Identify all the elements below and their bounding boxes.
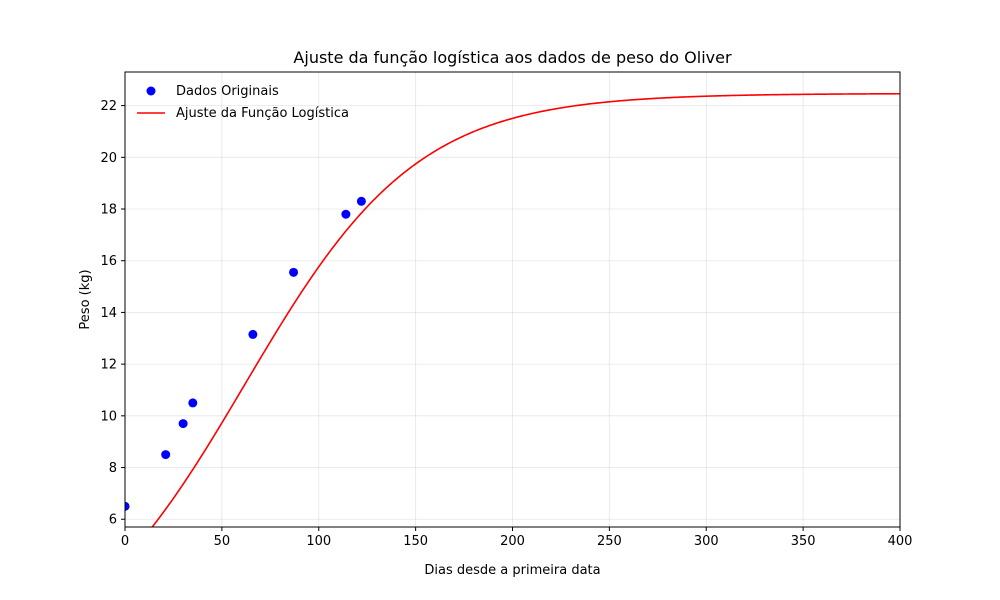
y-axis-label: Peso (kg) xyxy=(78,269,93,329)
x-tick-label: 300 xyxy=(694,534,719,549)
x-tick-label: 400 xyxy=(888,534,913,549)
x-tick-label: 250 xyxy=(597,534,622,549)
y-tick-label: 8 xyxy=(109,461,117,476)
data-point xyxy=(188,398,198,408)
data-point xyxy=(161,450,171,460)
x-tick-label: 150 xyxy=(403,534,428,549)
data-point xyxy=(289,267,299,277)
data-point xyxy=(178,419,188,429)
y-tick-label: 16 xyxy=(100,254,117,269)
y-tick-label: 22 xyxy=(100,99,117,114)
x-axis-label: Dias desde a primeira data xyxy=(424,563,600,578)
data-point xyxy=(125,501,130,511)
y-tick-label: 20 xyxy=(100,151,117,166)
y-tick-label: 6 xyxy=(109,513,117,528)
chart-title: Ajuste da função logística aos dados de … xyxy=(293,48,732,67)
y-tick-label: 10 xyxy=(100,409,117,424)
data-point xyxy=(356,196,366,206)
logistic-fit-line xyxy=(151,92,900,527)
data-point xyxy=(248,329,258,339)
legend-label-logistic-fit: Ajuste da Função Logística xyxy=(176,106,349,121)
x-tick-label: 200 xyxy=(500,534,525,549)
legend-label-original-data: Dados Originais xyxy=(176,84,279,99)
data-point xyxy=(341,209,351,219)
y-tick-label: 12 xyxy=(100,358,117,373)
x-tick-label: 0 xyxy=(121,534,129,549)
y-tick-label: 18 xyxy=(100,203,117,218)
plot-data xyxy=(125,92,900,527)
x-tick-label: 100 xyxy=(306,534,331,549)
y-tick-label: 14 xyxy=(100,306,117,321)
x-tick-label: 50 xyxy=(214,534,231,549)
legend: Dados Originais Ajuste da Função Logísti… xyxy=(137,84,349,121)
x-tick-label: 350 xyxy=(791,534,816,549)
legend-scatter-marker xyxy=(146,86,156,96)
axis-ticks: 0 50 100 150 200 250 300 350 400 6 8 10 12 14 16 18 20 22 xyxy=(100,99,912,549)
